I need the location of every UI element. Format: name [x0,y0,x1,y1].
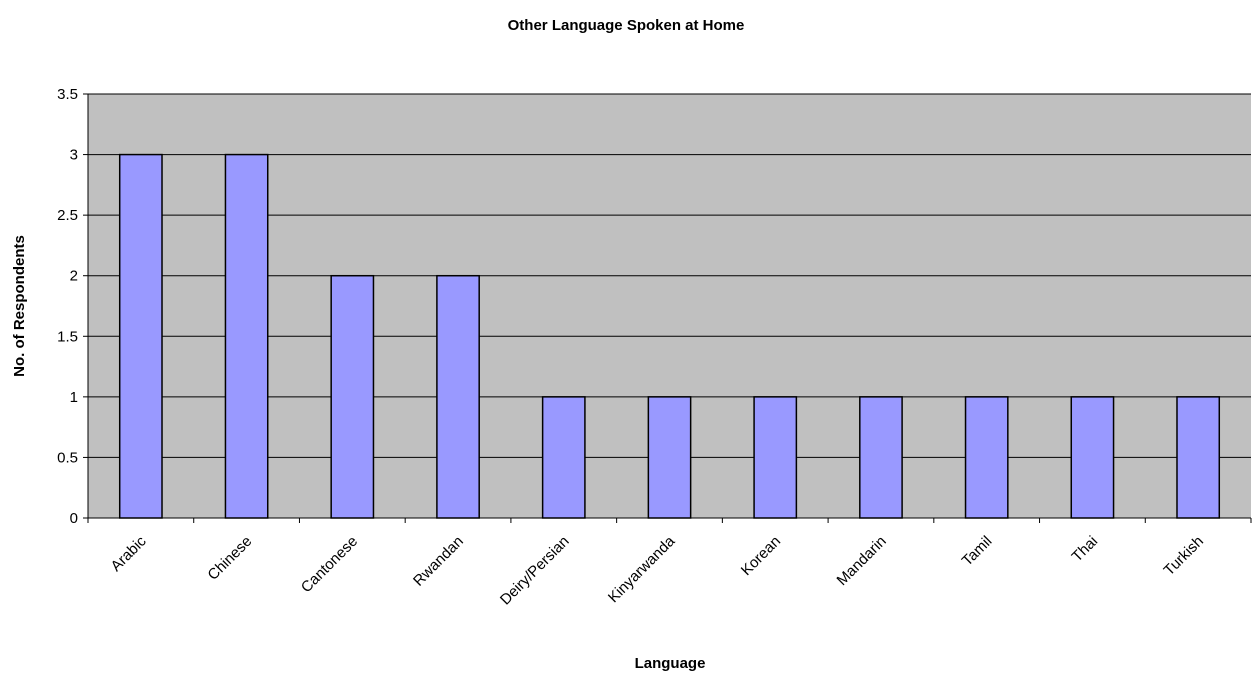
bar [647,396,692,519]
x-tick-label: Arabic [108,532,150,574]
x-tick-label: Rwandan [410,533,467,590]
x-tick-labels: Arabic Chinese Cantonese Rwandan Deiry/Persi… [108,532,1207,608]
bar [436,274,480,519]
y-tick-label: 3 [70,147,78,164]
x-tick-label: Cantonese [298,533,361,596]
y-tick-labels: 0 0.5 1 1.5 2 2.5 3 3.5 [57,86,88,527]
bar [224,153,269,519]
y-tick-label: 1 [70,389,78,406]
y-tick-label: 1.5 [57,328,78,345]
x-axis-label: Language [635,655,706,672]
y-axis-label: No. of Respondents [11,235,28,377]
y-tick-label: 3.5 [57,86,78,103]
y-tick-label: 0 [70,510,78,527]
x-tick-label: Turkish [1161,533,1207,579]
chart-title: Other Language Spoken at Home [508,17,745,34]
x-tick-label: Thai [1069,533,1102,566]
bar [118,153,163,519]
y-tick-label: 0.5 [57,449,78,466]
x-tick-label: Kinyarwanda [605,532,679,606]
x-tick-label: Chinese [204,533,255,584]
bar [330,274,375,519]
x-tick-label: Korean [738,533,784,579]
bar [1070,396,1115,519]
bar [859,396,903,519]
bar [964,396,1009,519]
bar [541,396,586,519]
bar [1176,396,1221,519]
y-tick-label: 2.5 [57,207,78,224]
axes [87,94,1252,523]
x-tick-label: Tamil [959,533,996,570]
y-tick-label: 2 [70,268,78,285]
bar [753,396,798,519]
x-tick-label: Deiry/Persian [497,533,573,609]
x-tick-label: Mandarin [834,533,890,589]
